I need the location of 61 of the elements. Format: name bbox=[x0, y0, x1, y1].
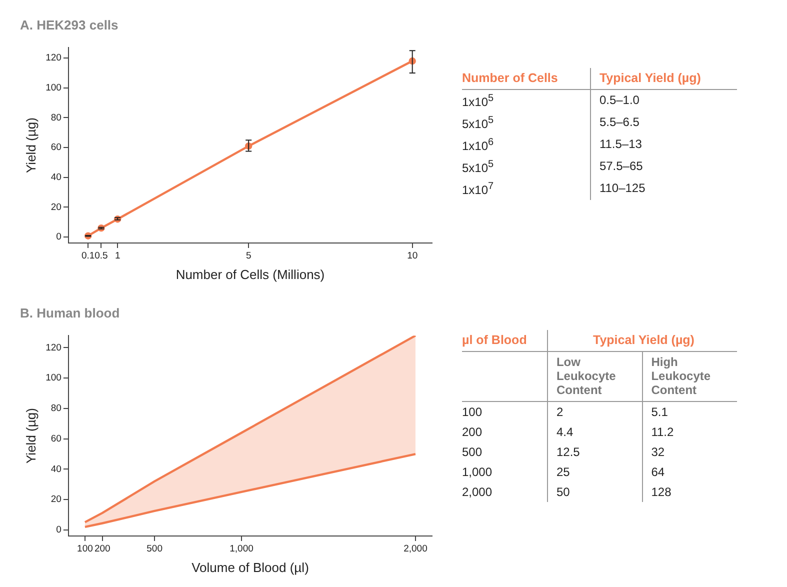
x-tick-label: 200 bbox=[94, 543, 110, 554]
text: 50 bbox=[556, 485, 570, 499]
y-tick-label: 20 bbox=[50, 202, 62, 213]
text: High Leukocyte Content bbox=[651, 355, 711, 397]
text: 200 bbox=[462, 425, 482, 439]
y-tick-label: 40 bbox=[50, 464, 62, 475]
y-tick-label: 100 bbox=[46, 82, 62, 94]
category-label: Typical Yield (µg) bbox=[548, 330, 737, 352]
text: 1x10$^{5}$ bbox=[462, 93, 494, 109]
text: 32 bbox=[651, 445, 665, 459]
x-axis-title: Volume of Blood (µl) bbox=[192, 560, 309, 575]
x-tick-label: 0.1 bbox=[81, 250, 95, 262]
y-tick-label: 60 bbox=[50, 433, 62, 444]
x-tick-label: 100 bbox=[77, 543, 93, 554]
text: Low Leukocyte Content bbox=[556, 355, 616, 397]
text: 25 bbox=[556, 465, 570, 479]
text: 100 bbox=[462, 405, 482, 419]
y-tick-label: 80 bbox=[50, 112, 62, 124]
text: 1,000 bbox=[462, 465, 492, 479]
text: 5.1 bbox=[651, 405, 668, 419]
text: 110–125 bbox=[599, 181, 646, 195]
x-tick-label: 5 bbox=[246, 250, 252, 262]
chart-title: A. HEK293 cells bbox=[20, 17, 118, 32]
text: 57.5–65 bbox=[599, 159, 643, 173]
category-label: Number of Cells bbox=[462, 68, 591, 90]
x-tick-label: 500 bbox=[146, 543, 162, 554]
text: 12.5 bbox=[556, 445, 580, 459]
y-axis-title: Yield (µg) bbox=[23, 118, 38, 174]
y-tick-label: 0 bbox=[56, 232, 62, 243]
text: 5x10$^{5}$ bbox=[462, 159, 494, 175]
x-tick-label: 1,000 bbox=[230, 543, 254, 554]
text: 64 bbox=[651, 465, 665, 479]
text: 5x10$^{5}$ bbox=[462, 115, 494, 131]
x-tick-label: 10 bbox=[407, 250, 418, 262]
text: 4.4 bbox=[556, 425, 574, 439]
y-tick-label: 20 bbox=[50, 494, 62, 506]
y-tick-label: 40 bbox=[50, 172, 62, 183]
y-tick-label: 100 bbox=[46, 372, 62, 384]
y-tick-label: 80 bbox=[50, 403, 62, 414]
x-axis-title: Number of Cells (Millions) bbox=[176, 266, 325, 282]
category-label: µl of Blood bbox=[462, 330, 548, 352]
y-tick-label: 120 bbox=[46, 342, 62, 354]
text: 500 bbox=[462, 445, 482, 459]
text: 11.2 bbox=[651, 425, 674, 439]
x-tick-label: 0.5 bbox=[94, 250, 108, 262]
x-tick-label: 2,000 bbox=[404, 543, 428, 554]
text: 128 bbox=[651, 485, 672, 499]
text: 1x10$^{7}$ bbox=[462, 181, 494, 197]
text: 2,000 bbox=[462, 485, 492, 499]
text: 2 bbox=[556, 405, 564, 419]
text: 1x10$^{6}$ bbox=[462, 137, 494, 153]
y-tick-label: 120 bbox=[46, 52, 62, 64]
category-label: Typical Yield (µg) bbox=[590, 68, 737, 90]
text: 5.5–6.5 bbox=[599, 115, 640, 129]
chart-title: B. Human blood bbox=[20, 305, 120, 320]
x-tick-label: 1 bbox=[114, 250, 120, 262]
y-axis-title: Yield (µg) bbox=[23, 408, 38, 464]
y-tick-label: 60 bbox=[50, 142, 62, 154]
text: 11.5–13 bbox=[599, 137, 642, 151]
y-tick-label: 0 bbox=[56, 524, 62, 536]
text: 0.5–1.0 bbox=[599, 93, 640, 107]
